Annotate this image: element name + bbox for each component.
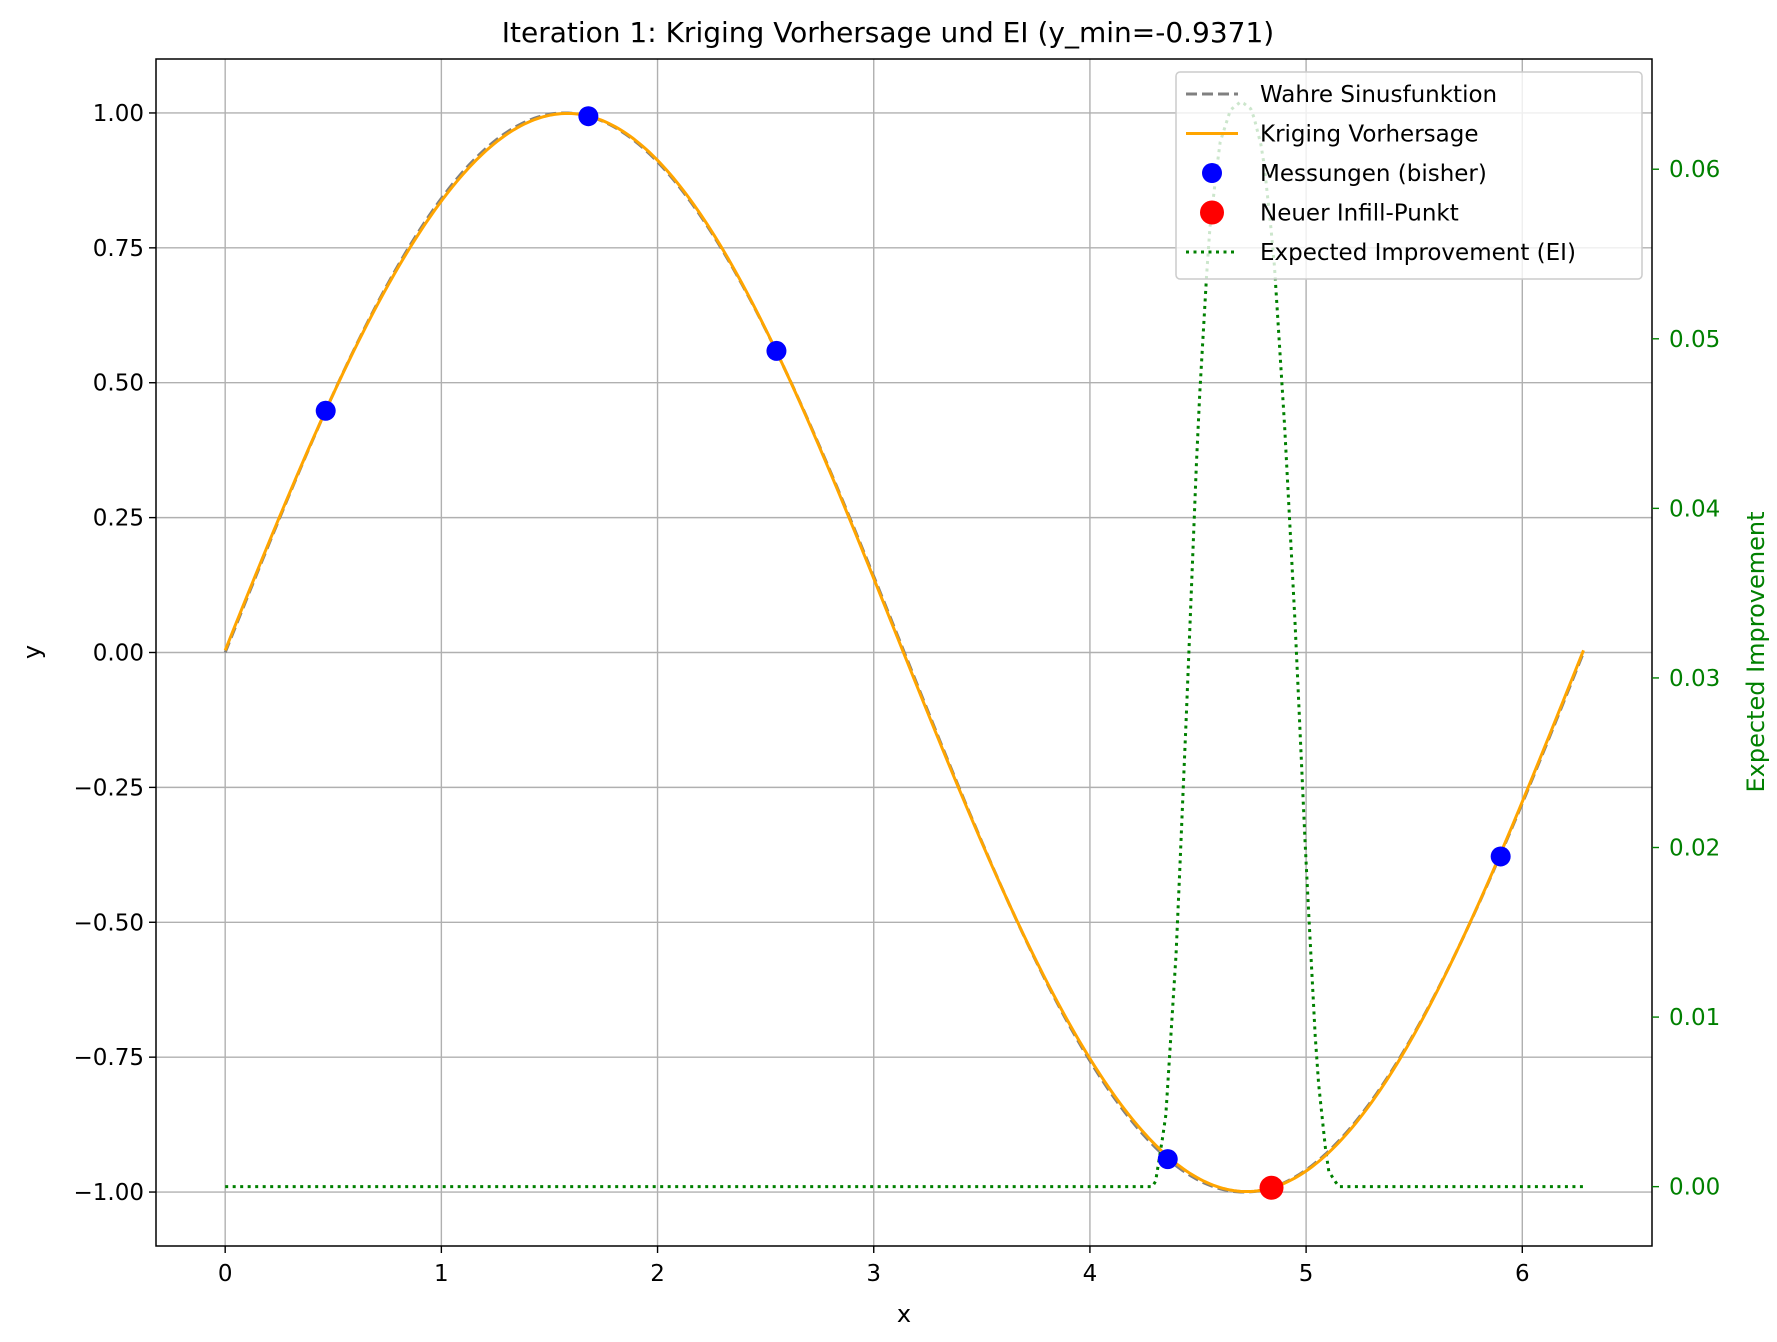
y-tick-label: 0.75 <box>93 236 144 262</box>
y2-tick-label: 0.00 <box>1669 1175 1720 1201</box>
series-kriging-line <box>223 111 1585 1194</box>
measurement-point <box>578 106 599 127</box>
legend: Wahre Sinusfunktion Kriging Vorhersage Mes… <box>1175 71 1643 280</box>
legend-label: Neuer Infill-Punkt <box>1260 201 1459 227</box>
y2-tick-label: 0.05 <box>1669 327 1720 353</box>
x-tick-label: 5 <box>1299 1261 1314 1287</box>
measurement-point <box>315 400 336 421</box>
y-tick-label: 1.00 <box>93 101 144 127</box>
y-tick-label: 0.25 <box>93 506 144 532</box>
legend-symbol-marker <box>1200 200 1224 225</box>
x-tick-label: 6 <box>1515 1261 1530 1287</box>
grid <box>156 59 1652 1246</box>
ticks: 0 1 2 3 4 5 6 1.00 0.75 0.50 0.25 0.00 −0.25 −0.50 −0.… <box>74 101 1721 1287</box>
infill-point <box>1259 1175 1284 1200</box>
x-tick-label: 2 <box>650 1261 665 1287</box>
legend-label: Messungen (bisher) <box>1260 161 1487 187</box>
y-tick-label: −1.00 <box>74 1180 144 1206</box>
y2-axis-label: Expected Improvement <box>1742 511 1770 792</box>
legend-label: Wahre Sinusfunktion <box>1260 82 1497 108</box>
series-ei-line <box>225 100 1584 1189</box>
y-tick-label: −0.25 <box>74 775 144 801</box>
legend-box <box>1175 71 1643 280</box>
measurement-point <box>1490 846 1511 867</box>
x-tick-label: 0 <box>218 1261 233 1287</box>
x-tick-label: 3 <box>866 1261 881 1287</box>
y-tick-label: 0.50 <box>93 371 144 397</box>
legend-label: Kriging Vorhersage <box>1260 122 1479 148</box>
legend-label: Expected Improvement (EI) <box>1260 240 1576 266</box>
y-tick-label: −0.75 <box>74 1045 144 1071</box>
y2-tick-label: 0.01 <box>1669 1005 1720 1031</box>
measurement-point <box>1157 1149 1178 1170</box>
chart-title: Iteration 1: Kriging Vorhersage und EI (… <box>502 16 1274 49</box>
y2-tick-label: 0.04 <box>1669 496 1720 522</box>
y2-tick-label: 0.03 <box>1669 666 1720 692</box>
y2-tick-label: 0.06 <box>1669 157 1720 183</box>
legend-symbol-marker <box>1202 163 1222 183</box>
y2-tick-label: 0.02 <box>1669 836 1720 862</box>
y-axis-label: y <box>18 645 46 659</box>
y-tick-label: 0.00 <box>93 641 144 667</box>
plot-area <box>223 100 1585 1200</box>
x-tick-label: 1 <box>434 1261 449 1287</box>
x-tick-label: 4 <box>1083 1261 1098 1287</box>
y-tick-label: −0.50 <box>74 910 144 936</box>
x-axis-label: x <box>897 1300 911 1328</box>
measurement-point <box>766 340 787 361</box>
